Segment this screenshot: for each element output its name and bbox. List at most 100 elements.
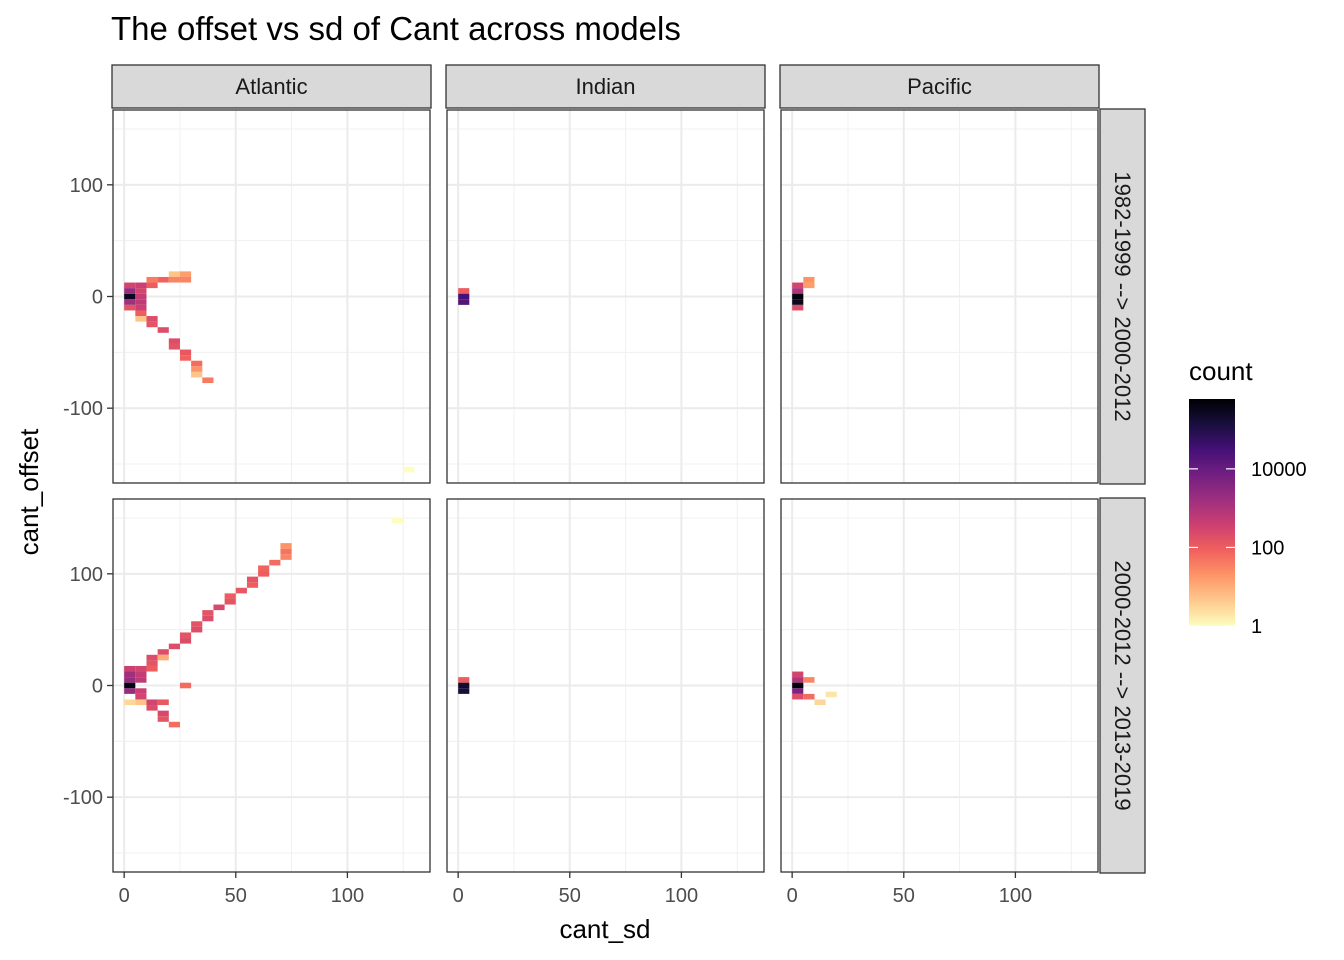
- y-tick-label: -100: [63, 398, 103, 420]
- legend: count 1 100 10000: [1189, 356, 1307, 638]
- heatmap-cell: [135, 288, 147, 294]
- heatmap-cell: [403, 466, 415, 473]
- heatmap-cell: [124, 688, 136, 694]
- heatmap-cell: [792, 682, 804, 689]
- panel-border: [446, 109, 765, 484]
- heatmap-cell: [146, 699, 158, 706]
- strip-label-pacific: Pacific: [907, 74, 972, 99]
- heatmap-cell: [202, 610, 214, 616]
- heatmap-cell: [168, 343, 180, 350]
- x-tick-label: 100: [999, 885, 1032, 907]
- heatmap-cell: [814, 699, 826, 706]
- heatmap-cell: [792, 693, 804, 700]
- panel-indian-row-1: [446, 109, 765, 484]
- panel-pacific-row-1: [780, 109, 1099, 484]
- heatmap-cell: [792, 282, 804, 289]
- strip-label-atlantic: Atlantic: [235, 74, 307, 99]
- strip-atlantic: [111, 64, 432, 109]
- x-axis-title: cant_sd: [559, 914, 650, 944]
- heatmap-cell: [458, 677, 470, 683]
- heatmap-cell: [157, 654, 169, 661]
- heatmap-cell: [135, 699, 147, 706]
- y-tick-label: 100: [70, 175, 103, 197]
- heatmap-cell: [280, 543, 292, 549]
- heatmap-cell: [179, 276, 192, 283]
- x-tick-label: 50: [893, 885, 915, 907]
- facet-panels: Atlantic Indian Pacific 1982-1999 --> 2000-…: [63, 64, 1146, 907]
- heatmap-cell: [146, 321, 158, 328]
- heatmap-cell: [792, 688, 804, 694]
- heatmap-cell: [168, 643, 180, 650]
- heatmap-cell: [146, 660, 158, 666]
- heatmap-cell: [246, 576, 259, 583]
- heatmap-cell: [803, 282, 815, 289]
- heatmap-cell: [191, 371, 203, 378]
- heatmap-cell: [146, 705, 158, 711]
- x-tick-label: 0: [787, 885, 798, 907]
- heatmap-cell: [124, 671, 136, 678]
- strip-label-row-1: 1982-1999 --> 2000-2012: [1110, 171, 1135, 421]
- heatmap-cell: [135, 310, 147, 317]
- heatmap-cell: [179, 271, 192, 277]
- heatmap-cell: [157, 716, 169, 722]
- heatmap-cell: [792, 299, 804, 305]
- heatmap-cell: [792, 671, 804, 678]
- x-tick-label: 100: [331, 885, 364, 907]
- legend-label: 1: [1251, 616, 1262, 638]
- heatmap-cell: [458, 299, 470, 305]
- heatmap-cell: [157, 699, 169, 706]
- strip-label-indian: Indian: [576, 74, 636, 99]
- y-tick-label: 100: [70, 564, 103, 586]
- heatmap-cell: [168, 721, 180, 728]
- heatmap-cell: [280, 554, 292, 560]
- heatmap-cell: [235, 587, 247, 594]
- heatmap-cell: [803, 276, 815, 283]
- heatmap-cell: [458, 288, 470, 294]
- heatmap-cell: [124, 299, 136, 305]
- heatmap-cell: [157, 327, 169, 333]
- x-tick-label: 50: [225, 885, 247, 907]
- heatmap-cell: [458, 688, 470, 694]
- heatmap-cell: [179, 349, 192, 356]
- heatmap-cell: [191, 626, 203, 633]
- heatmap-cell: [135, 677, 147, 683]
- heatmap-cell: [792, 293, 804, 300]
- heatmap-cell: [124, 304, 136, 311]
- heatmap-cell: [146, 654, 158, 661]
- heatmap-cell: [280, 548, 292, 555]
- x-tick-label: 0: [453, 885, 464, 907]
- heatmap-cell: [135, 688, 147, 694]
- heatmap-cell: [124, 293, 136, 300]
- panel-border: [780, 498, 1099, 873]
- heatmap-cell: [191, 360, 203, 367]
- heatmap-cell: [224, 593, 236, 599]
- heatmap-cell: [146, 276, 158, 283]
- heatmap-cell: [258, 565, 270, 572]
- heatmap-cell: [179, 632, 192, 639]
- heatmap-cell: [135, 304, 147, 311]
- heatmap-cell: [135, 282, 147, 289]
- strip-indian: [445, 64, 766, 109]
- legend-label: 10000: [1251, 459, 1307, 481]
- heatmap-cell: [392, 517, 404, 524]
- x-tick-label: 100: [665, 885, 698, 907]
- legend-title: count: [1189, 356, 1253, 386]
- y-tick-label: -100: [63, 787, 103, 809]
- heatmap-cell: [213, 604, 225, 611]
- heatmap-cell: [458, 293, 470, 300]
- heatmap-cell: [135, 665, 147, 672]
- heatmap-cell: [135, 299, 147, 305]
- heatmap-cell: [191, 366, 203, 372]
- legend-label: 100: [1251, 537, 1284, 559]
- heatmap-cell: [246, 582, 259, 588]
- heatmap-cell: [135, 693, 147, 700]
- heatmap-cell: [135, 316, 147, 322]
- strip-row-2: [1099, 497, 1146, 874]
- heatmap-cell: [179, 682, 192, 689]
- heatmap-cell: [124, 699, 136, 706]
- heatmap-cell: [124, 665, 136, 672]
- heatmap-cell: [168, 271, 180, 277]
- heatmap-cell: [792, 304, 804, 311]
- heatmap-cell: [825, 691, 837, 698]
- heatmap-cell: [803, 693, 815, 700]
